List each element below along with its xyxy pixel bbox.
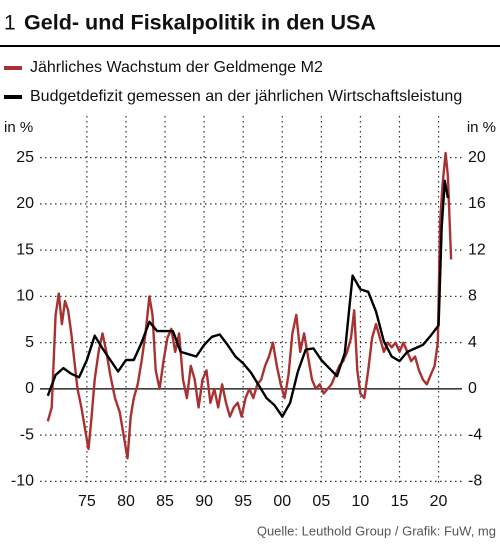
y-tick-label: 25 [16,149,34,166]
y2-tick-label: 8 [468,288,477,305]
series-line [46,151,453,460]
x-tick-label: 80 [117,493,135,510]
y-tick-label: 15 [16,241,34,258]
chart-title: Geld- und Fiskalpolitik in den USA [24,12,376,35]
series-line [46,179,450,418]
legend-label: Jährliches Wachstum der Geldmenge M2 [30,59,323,76]
y2-tick-label: -8 [468,473,482,490]
y-tick-label: 5 [25,334,34,351]
y2-tick-label: -4 [468,426,482,443]
y-tick-label: -5 [20,426,34,443]
legend-label: Budgetdefizit gemessen an der jährlichen… [30,88,462,105]
x-tick-label: 85 [156,493,174,510]
y-tick-label: 0 [25,380,34,397]
y2-tick-label: 20 [468,149,486,166]
x-tick-label: 10 [352,493,370,510]
x-tick-label: 95 [234,493,252,510]
y2-tick-label: 0 [468,380,477,397]
y-tick-label: 10 [16,288,34,305]
y2-axis-label: in % [467,119,496,136]
x-tick-label: 75 [78,493,96,510]
chart-number: 1 [4,12,16,35]
source: Quelle: Leuthold Group / Grafik: FuW, mg [257,523,496,538]
x-tick-label: 15 [391,493,409,510]
x-tick-label: 90 [195,493,213,510]
x-tick-label: 00 [273,493,291,510]
y-tick-label: -10 [11,473,34,490]
y-tick-label: 20 [16,195,34,212]
y2-tick-label: 4 [468,334,477,351]
y2-tick-label: 16 [468,195,486,212]
y2-tick-label: 12 [468,241,486,258]
x-tick-label: 05 [312,493,330,510]
x-tick-label: 20 [430,493,448,510]
y-axis-label: in % [4,119,33,136]
